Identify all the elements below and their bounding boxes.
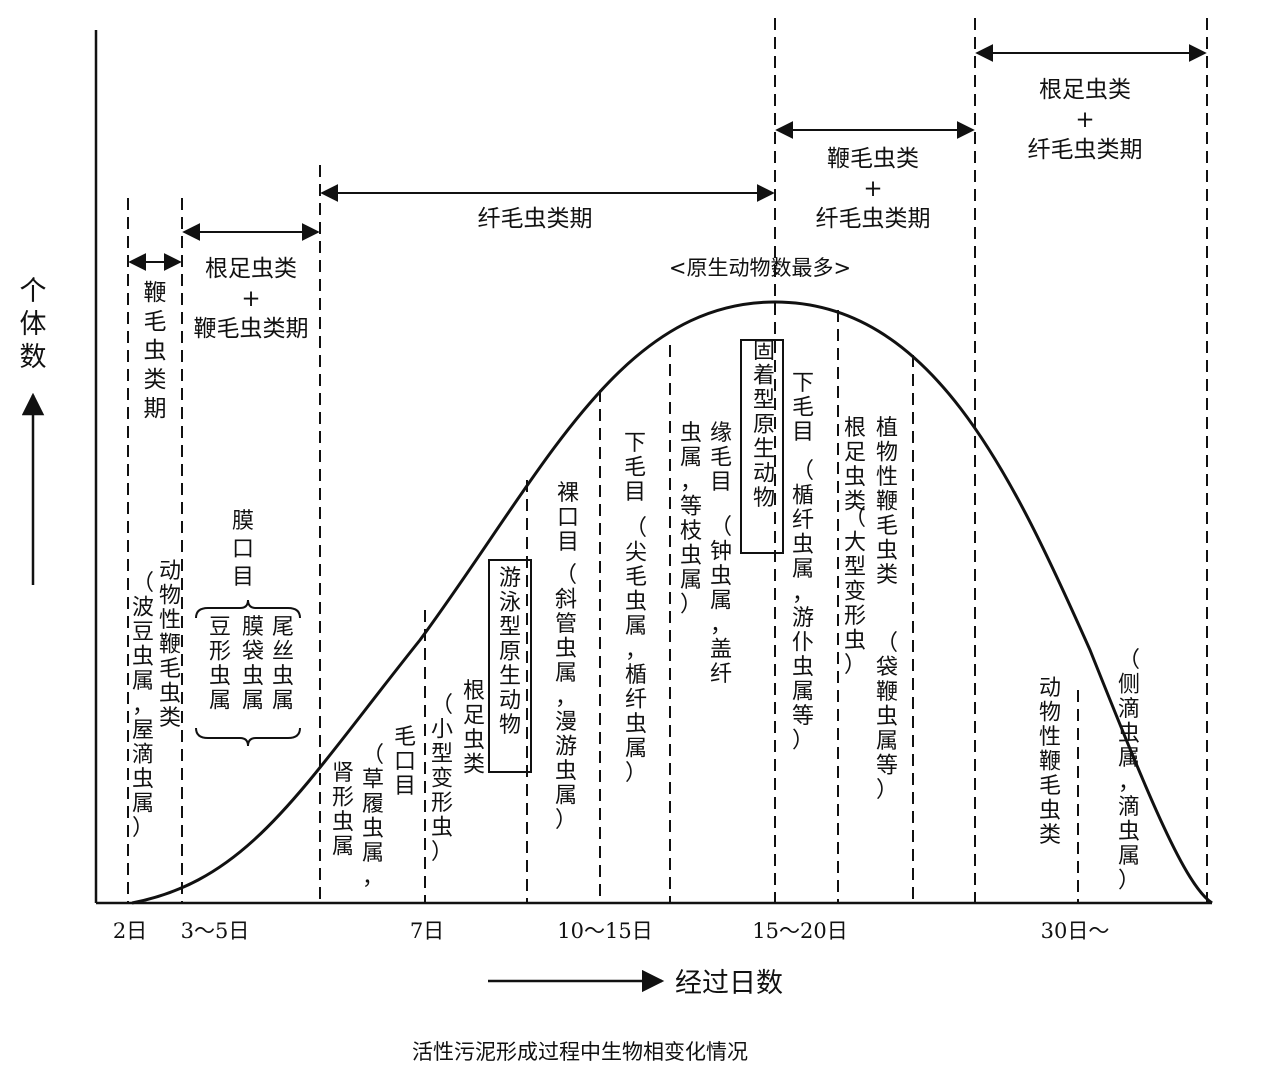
- phase-dividers: [127, 18, 1208, 903]
- organism-label: 膜袋虫属: [242, 615, 264, 714]
- organism-label: 动物性鞭毛虫类: [159, 559, 181, 731]
- x-axis-label: 经过日数: [675, 968, 783, 999]
- brace-bottom: [195, 727, 301, 747]
- organism-label: （楯纤虫属，游仆虫属等）: [792, 459, 814, 754]
- organism-group: 固着型原生动物: [740, 339, 784, 554]
- organism-label: 根足虫类: [844, 416, 866, 515]
- organism-group: 肾形虫属: [332, 761, 354, 860]
- organism-label: 裸口目: [557, 481, 579, 555]
- organism-group: 下毛目 （尖毛虫属，楯纤虫属）: [624, 431, 647, 786]
- phase-diagram: 鞭毛虫类期 根足虫类+鞭毛虫类期 纤毛虫类期 鞭毛虫类+纤毛虫类期 根足虫类+纤…: [20, 18, 1213, 999]
- organism-label: 虫属，等枝虫属）: [680, 421, 702, 618]
- organism-heading: 膜口目: [232, 509, 254, 590]
- figure-caption: 活性污泥形成过程中生物相变化情况: [412, 1040, 748, 1064]
- peak-label: <原生动物数最多>: [669, 256, 851, 280]
- organism-label: 植物性鞭毛虫类: [876, 416, 898, 588]
- phase-label-3: 纤毛虫类期: [478, 206, 593, 232]
- organism-label: （小型变形虫）: [431, 693, 453, 865]
- organism-group: 动物性鞭毛虫类（波豆虫属，屋滴虫属）: [132, 559, 181, 841]
- organism-label: 游泳型原生动物: [499, 566, 521, 738]
- population-curve: [131, 300, 1213, 905]
- organism-group: 植物性鞭毛虫类 （袋鞭虫属等）: [876, 416, 898, 803]
- x-tick-label: 2日: [113, 919, 147, 943]
- organism-group: 毛口目 （草履虫属，: [362, 725, 416, 891]
- phase-label-5: 根足虫类+纤毛虫类期: [1028, 77, 1143, 163]
- x-tick-labels: 2日 3～5日 7日 10～15日 15～20日 30日～: [113, 919, 1110, 943]
- organism-label: （袋鞭虫属等）: [876, 631, 898, 803]
- organism-label: 毛口目: [394, 725, 416, 799]
- organism-label: 豆形虫属: [209, 615, 231, 714]
- organism-label: 下毛目: [792, 371, 814, 445]
- x-tick-label: 10～15日: [557, 919, 652, 943]
- organism-label: 根足虫类: [463, 679, 485, 778]
- brace-top: [195, 599, 301, 619]
- x-tick-label: 3～5日: [181, 919, 250, 943]
- organism-label: 缘毛目: [710, 421, 732, 495]
- organism-label: 肾形虫属: [332, 761, 354, 860]
- phase-label-1: 鞭毛虫类期: [144, 280, 167, 422]
- organism-box: [488, 559, 532, 773]
- organism-label: （钟虫属，盖纤: [710, 515, 732, 687]
- organism-label: （侧滴虫属，滴虫属）: [1118, 648, 1140, 894]
- organism-label: （大型变形虫）: [844, 506, 866, 678]
- organism-labels: 动物性鞭毛虫类（波豆虫属，屋滴虫属）膜口目尾丝虫属膜袋虫属豆形虫属肾形虫属毛口目…: [132, 339, 1140, 894]
- organism-group: 裸口目 （斜管虫属，漫游虫属）: [555, 481, 579, 833]
- organism-group: （侧滴虫属，滴虫属）: [1118, 648, 1140, 894]
- phase-arrows: [128, 44, 1207, 271]
- organism-box: [740, 339, 784, 554]
- organism-label: 下毛目: [624, 431, 646, 505]
- organism-label: （斜管虫属，漫游虫属）: [555, 563, 577, 833]
- x-tick-label: 15～20日: [752, 919, 847, 943]
- organism-label: 尾丝虫属: [272, 615, 294, 714]
- organism-group: 根足虫类 （小型变形虫）: [431, 679, 485, 865]
- phase-label-2: 根足虫类+鞭毛虫类期: [194, 256, 309, 342]
- organism-group: 下毛目 （楯纤虫属，游仆虫属等）: [792, 371, 814, 754]
- organism-group: 游泳型原生动物: [488, 559, 532, 773]
- y-axis-label: 个体数: [20, 276, 47, 373]
- organism-label: （草履虫属，: [362, 743, 384, 891]
- phase-label-4: 鞭毛虫类+纤毛虫类期: [816, 146, 931, 232]
- organism-group: 根足虫类（大型变形虫）: [844, 416, 866, 678]
- organism-label: 固着型原生动物: [753, 339, 775, 511]
- organism-group: 动物性鞭毛虫类: [1039, 676, 1061, 848]
- x-tick-label: 7日: [410, 919, 444, 943]
- organism-label: （尖毛虫属，楯纤虫属）: [625, 516, 647, 786]
- x-tick-label: 30日～: [1041, 919, 1110, 943]
- organism-label: （波豆虫属，屋滴虫属）: [132, 571, 154, 841]
- organism-label: 动物性鞭毛虫类: [1039, 676, 1061, 848]
